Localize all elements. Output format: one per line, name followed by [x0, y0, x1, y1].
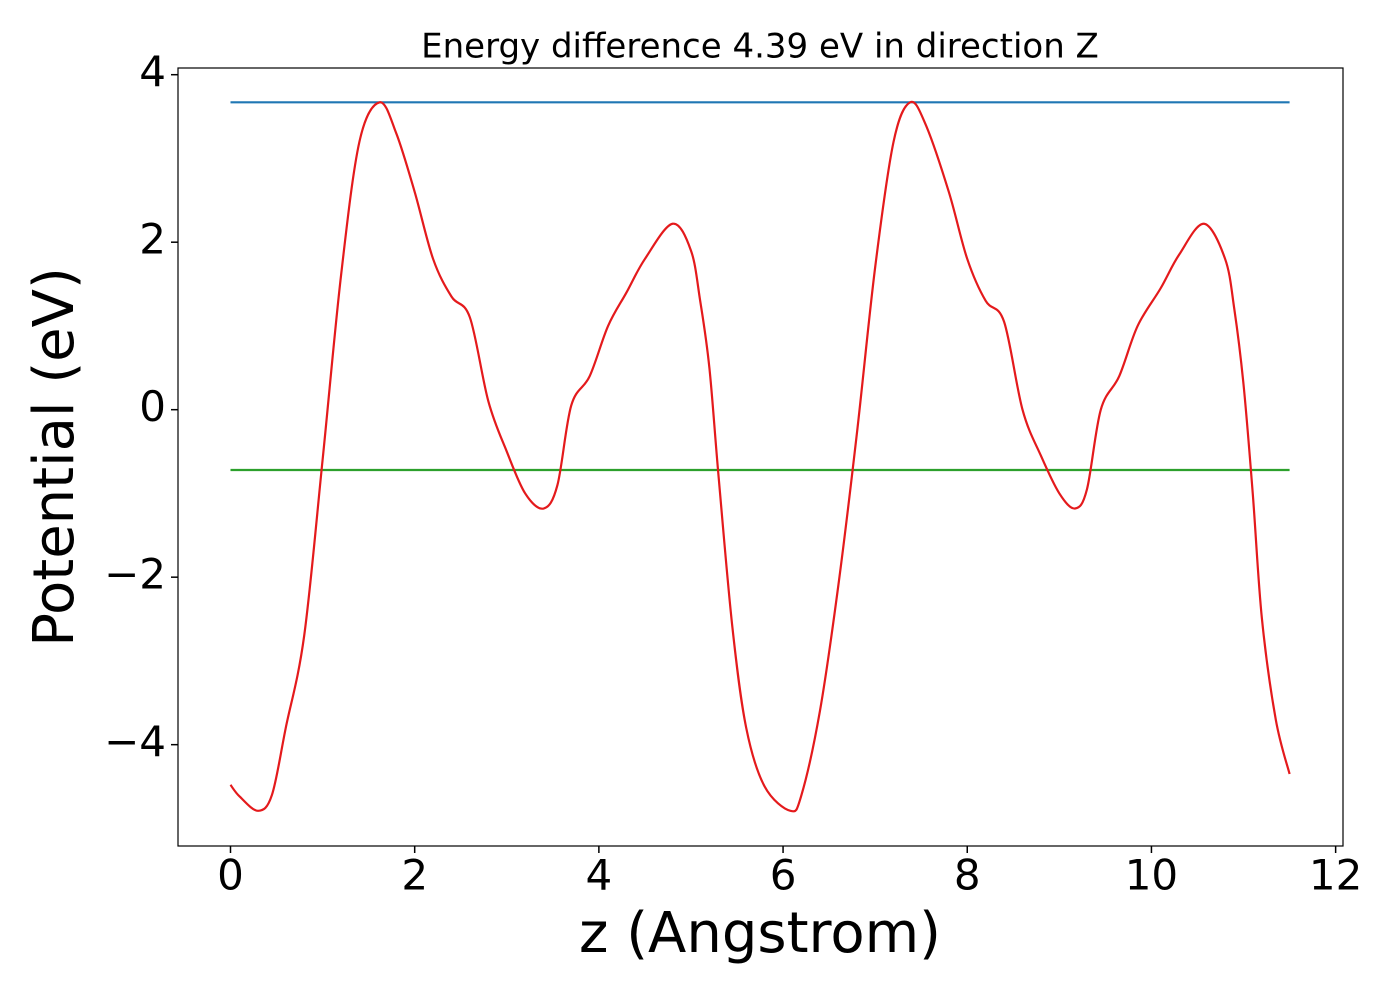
chart-title: Energy difference 4.39 eV in direction Z	[421, 27, 1099, 67]
y-tick-label: −2	[104, 550, 166, 599]
x-tick-label: 2	[401, 851, 428, 900]
x-tick-label: 12	[1309, 851, 1362, 900]
x-tick-label: 8	[954, 851, 981, 900]
x-tick-label: 6	[770, 851, 797, 900]
series-line	[229, 100, 1291, 813]
y-tick-label: 2	[139, 215, 166, 264]
x-tick-label: 10	[1125, 851, 1178, 900]
plot-frame	[177, 67, 1344, 847]
y-tick-label: 4	[139, 47, 166, 96]
y-tick-label: 0	[139, 382, 166, 431]
y-tick-label: −4	[104, 717, 166, 766]
x-tick-label: 0	[217, 851, 244, 900]
y-axis-label: Potential (eV)	[22, 267, 87, 647]
x-tick-label: 4	[586, 851, 613, 900]
x-axis-label: z (Angstrom)	[579, 901, 941, 966]
